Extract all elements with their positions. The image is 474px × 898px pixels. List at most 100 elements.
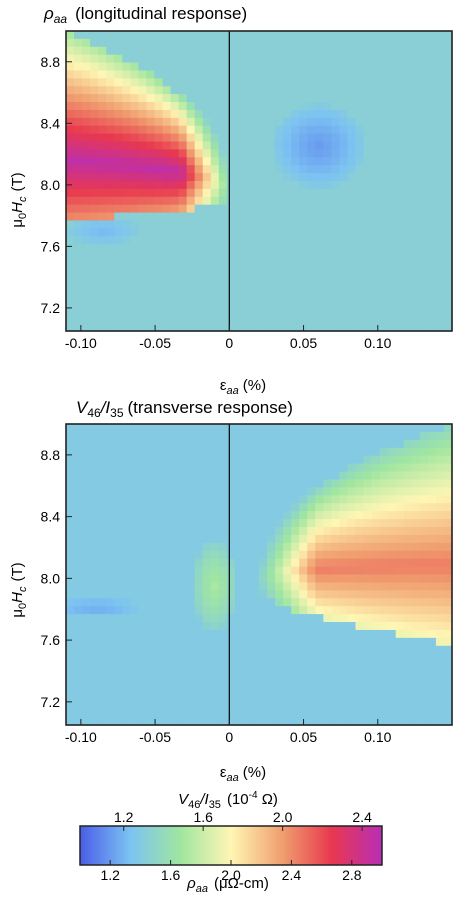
heatmap-cell: [122, 614, 131, 623]
heatmap-cell: [339, 701, 349, 710]
heatmap-cell: [307, 677, 316, 686]
heatmap-cell: [347, 447, 357, 457]
heatmap-cell: [363, 574, 373, 584]
heatmap-cell: [347, 701, 357, 710]
heatmap-cell: [427, 622, 437, 631]
heatmap-cell: [427, 653, 437, 663]
heatmap-cell: [194, 252, 204, 261]
heatmap-cell: [411, 291, 421, 301]
heatmap-cell: [331, 165, 341, 174]
heatmap-cell: [379, 149, 389, 158]
heatmap-cell: [411, 558, 421, 568]
heatmap-cell: [234, 526, 244, 536]
heatmap-cell: [202, 94, 212, 103]
heatmap-cell: [234, 252, 244, 261]
heatmap-cell: [355, 614, 365, 623]
heatmap-cell: [82, 479, 91, 488]
heatmap-cell: [395, 259, 405, 269]
heatmap-cell: [66, 701, 75, 710]
heatmap-cell: [347, 181, 357, 190]
heatmap-cell: [210, 94, 220, 103]
heatmap-cell: [98, 479, 107, 488]
heatmap-cell: [178, 455, 188, 465]
heatmap-cell: [363, 141, 373, 151]
heatmap-cell: [122, 622, 131, 631]
heatmap-cell: [387, 236, 397, 245]
heatmap-cell: [202, 228, 212, 237]
heatmap-cell: [138, 439, 148, 449]
heatmap-cell: [339, 685, 349, 694]
heatmap-cell: [275, 109, 284, 119]
heatmap-cell: [315, 323, 324, 332]
heatmap-cell: [411, 165, 421, 174]
heatmap-cell: [331, 614, 341, 623]
heatmap-cell: [202, 629, 212, 639]
heatmap-cell: [90, 717, 99, 726]
heatmap-cell: [435, 701, 445, 710]
heatmap-cell: [403, 62, 413, 72]
heatmap-cell: [355, 685, 365, 694]
heatmap-cell: [74, 471, 83, 481]
heatmap-cell: [275, 590, 284, 599]
heatmap-cell: [98, 149, 107, 158]
heatmap-cell: [202, 46, 212, 56]
heatmap-cell: [242, 629, 252, 639]
heatmap-cell: [90, 598, 99, 607]
heatmap-cell: [106, 685, 115, 694]
heatmap-cell: [275, 717, 284, 726]
heatmap-cell: [186, 439, 196, 449]
heatmap-cell: [315, 259, 324, 269]
heatmap-cell: [186, 165, 196, 174]
heatmap-cell: [146, 550, 156, 560]
heatmap-cell: [403, 431, 413, 441]
heatmap-cell: [82, 424, 91, 433]
heatmap-cell: [242, 267, 252, 277]
heatmap-cell: [178, 283, 188, 293]
heatmap-cell: [138, 283, 148, 293]
heatmap-cell: [66, 685, 75, 694]
heatmap-cell: [202, 307, 212, 316]
heatmap-cell: [387, 228, 397, 237]
heatmap-cell: [106, 236, 115, 245]
axis-ticks: -0.10 -0.05 0 0.05 0.107.27.68.08.48.8: [41, 447, 392, 745]
heatmap-cell: [323, 542, 332, 552]
heatmap-cell: [443, 228, 453, 237]
heatmap-cell: [395, 157, 405, 166]
heatmap-cell: [98, 165, 107, 174]
heatmap-cell: [299, 212, 308, 222]
heatmap-cell: [259, 550, 268, 560]
heatmap-cell: [90, 471, 99, 481]
heatmap-cell: [307, 431, 316, 441]
heatmap-cell: [387, 487, 397, 496]
heatmap-cell: [170, 614, 180, 623]
heatmap-cell: [355, 141, 365, 151]
heatmap-cell: [154, 228, 164, 237]
heatmap-cell: [347, 78, 357, 87]
heatmap-cell: [82, 629, 91, 639]
heatmap-cell: [154, 94, 164, 103]
heatmap-cell: [387, 558, 397, 568]
heatmap-cell: [178, 133, 188, 143]
heatmap-cell: [138, 645, 148, 655]
heatmap-cell: [299, 455, 308, 465]
heatmap-cell: [411, 117, 421, 127]
heatmap-cell: [154, 487, 164, 496]
heatmap-cell: [443, 645, 453, 655]
heatmap-cell: [363, 519, 373, 528]
heatmap-cell: [82, 487, 91, 496]
heatmap-cell: [122, 291, 131, 301]
heatmap-cell: [339, 558, 349, 568]
heatmap-cell: [242, 244, 252, 253]
heatmap-cell: [347, 471, 357, 481]
heatmap-cell: [82, 645, 91, 655]
heatmap-cell: [114, 141, 123, 151]
heatmap-cell: [82, 574, 91, 584]
heatmap-cell: [130, 117, 139, 127]
heatmap-cell: [283, 471, 292, 481]
heatmap-cell: [210, 157, 220, 166]
heatmap-cell: [347, 622, 357, 631]
heatmap-cell: [226, 117, 236, 127]
heatmap-cell: [283, 519, 292, 528]
heatmap-cell: [323, 479, 332, 488]
heatmap-cell: [154, 31, 164, 40]
